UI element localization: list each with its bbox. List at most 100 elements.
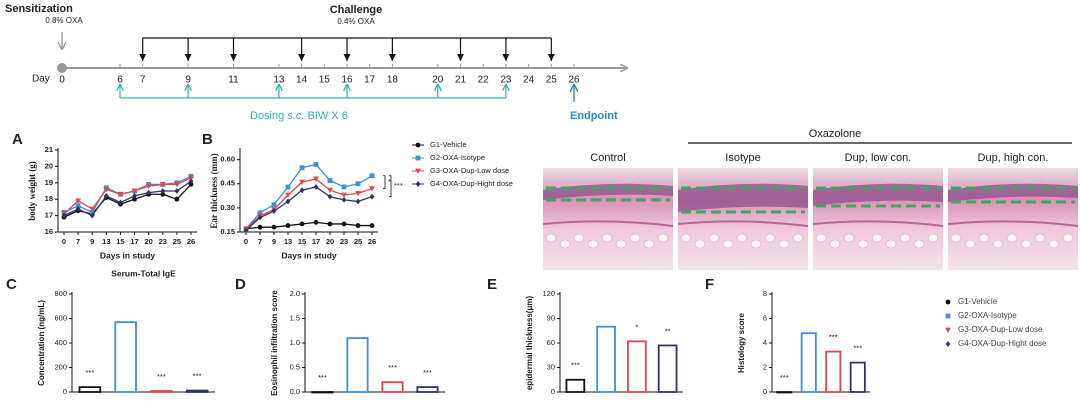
timeline-start bbox=[57, 63, 67, 73]
marker bbox=[257, 214, 263, 221]
y-tick-label: 90 bbox=[547, 313, 555, 322]
cartilage bbox=[677, 220, 809, 227]
sensitization-label: Sensitization bbox=[5, 3, 73, 15]
marker bbox=[415, 181, 421, 187]
x-tick-label: 7 bbox=[76, 237, 80, 246]
marker bbox=[945, 341, 951, 347]
day-label: Day bbox=[32, 74, 50, 85]
y-tick-label: 120 bbox=[542, 289, 555, 298]
fat-cell bbox=[857, 239, 869, 249]
histology-image bbox=[947, 168, 1079, 270]
challenge-label: Challenge bbox=[330, 4, 383, 16]
tissue bbox=[678, 168, 808, 270]
bar bbox=[346, 337, 369, 393]
marker bbox=[75, 198, 82, 204]
marker bbox=[132, 196, 137, 202]
y-tick-label: 60 bbox=[547, 338, 555, 347]
y-tick-label: 20 bbox=[45, 161, 53, 170]
significance-label: ** bbox=[665, 326, 671, 335]
marker bbox=[75, 206, 81, 212]
tissue bbox=[813, 168, 943, 270]
marker bbox=[160, 191, 166, 197]
histology-label: Control bbox=[590, 152, 625, 164]
marker bbox=[341, 184, 347, 190]
fat-cell bbox=[1048, 239, 1060, 249]
day-number: 16 bbox=[341, 75, 353, 86]
x-axis-label: Days in study bbox=[281, 250, 337, 260]
marker bbox=[327, 187, 333, 194]
significance-label: *** bbox=[157, 372, 166, 381]
marker bbox=[369, 223, 375, 228]
y-tick-label: 1.5 bbox=[290, 313, 300, 322]
marker bbox=[285, 184, 291, 190]
fat-cell bbox=[545, 233, 557, 243]
fat-cell bbox=[764, 233, 776, 243]
significance-label: *** bbox=[388, 363, 397, 372]
y-tick-label: 0.30 bbox=[220, 203, 235, 212]
marker bbox=[257, 224, 263, 230]
significance-label: *** bbox=[193, 372, 202, 381]
x-tick-label: 20 bbox=[144, 237, 152, 246]
bar bbox=[596, 325, 616, 393]
x-tick-label: 17 bbox=[130, 237, 138, 246]
marker bbox=[117, 191, 124, 198]
marker bbox=[188, 178, 194, 185]
fat-cell bbox=[722, 239, 734, 249]
histology-image bbox=[542, 168, 674, 270]
series-line bbox=[63, 175, 192, 214]
x-tick-label: 26 bbox=[368, 237, 376, 246]
x-tick-label: 0 bbox=[244, 237, 248, 246]
significance-label: *** bbox=[829, 333, 838, 342]
x-tick-label: 0 bbox=[62, 237, 66, 246]
x-tick-label: 25 bbox=[354, 237, 362, 246]
y-tick-label: 0.5 bbox=[290, 362, 300, 371]
significance-label: * bbox=[388, 177, 391, 186]
significance-label: * bbox=[635, 322, 638, 331]
y-axis-label: body weight (g) bbox=[27, 161, 37, 221]
fat-cell bbox=[587, 239, 599, 249]
day-number: 13 bbox=[273, 75, 285, 86]
epidermis bbox=[678, 183, 808, 212]
marker bbox=[945, 327, 951, 333]
legend-label: G4-OXA-Dup-Hight dose bbox=[430, 179, 513, 188]
significance-label: *** bbox=[85, 368, 94, 377]
marker bbox=[327, 193, 333, 200]
day-number: 18 bbox=[387, 75, 399, 86]
x-tick-label: 9 bbox=[90, 237, 94, 246]
bar bbox=[150, 390, 173, 393]
marker bbox=[945, 313, 951, 319]
tissue bbox=[543, 168, 673, 270]
y-tick-label: 2 bbox=[763, 362, 767, 371]
y-tick-label: 18 bbox=[45, 194, 53, 203]
bar bbox=[311, 391, 334, 394]
y-tick-label: 400 bbox=[54, 338, 67, 347]
day-number: 17 bbox=[364, 75, 376, 86]
fat-cell bbox=[899, 233, 911, 243]
day-number: 14 bbox=[296, 75, 308, 86]
y-axis-label: Eosinophil infiltration score bbox=[270, 290, 279, 396]
fat-cell bbox=[964, 239, 976, 249]
x-tick-label: 23 bbox=[340, 237, 348, 246]
day-number: 20 bbox=[432, 75, 444, 86]
fat-cell bbox=[815, 233, 827, 243]
fat-cell bbox=[1020, 239, 1032, 249]
significance-label: *** bbox=[394, 181, 403, 190]
fat-cell bbox=[615, 239, 627, 249]
y-tick-label: 0.60 bbox=[220, 155, 235, 164]
y-tick-label: 16 bbox=[45, 227, 53, 236]
marker bbox=[271, 224, 277, 230]
day-number: 15 bbox=[319, 75, 331, 86]
series-line bbox=[245, 178, 373, 230]
fat-cell bbox=[778, 239, 790, 249]
legend-label: G3-OXA-Dup-Low dose bbox=[958, 325, 1043, 334]
series-line bbox=[245, 163, 373, 230]
fat-cell bbox=[829, 239, 841, 249]
fat-cell bbox=[736, 233, 748, 243]
marker bbox=[89, 212, 95, 219]
day-number: 11 bbox=[228, 75, 239, 86]
bar bbox=[627, 340, 647, 393]
marker bbox=[188, 175, 194, 181]
chart-title: Serum-Total IgE bbox=[111, 268, 176, 278]
challenge-dose: 0.4% OXA bbox=[337, 17, 375, 26]
cartilage bbox=[947, 220, 1079, 227]
